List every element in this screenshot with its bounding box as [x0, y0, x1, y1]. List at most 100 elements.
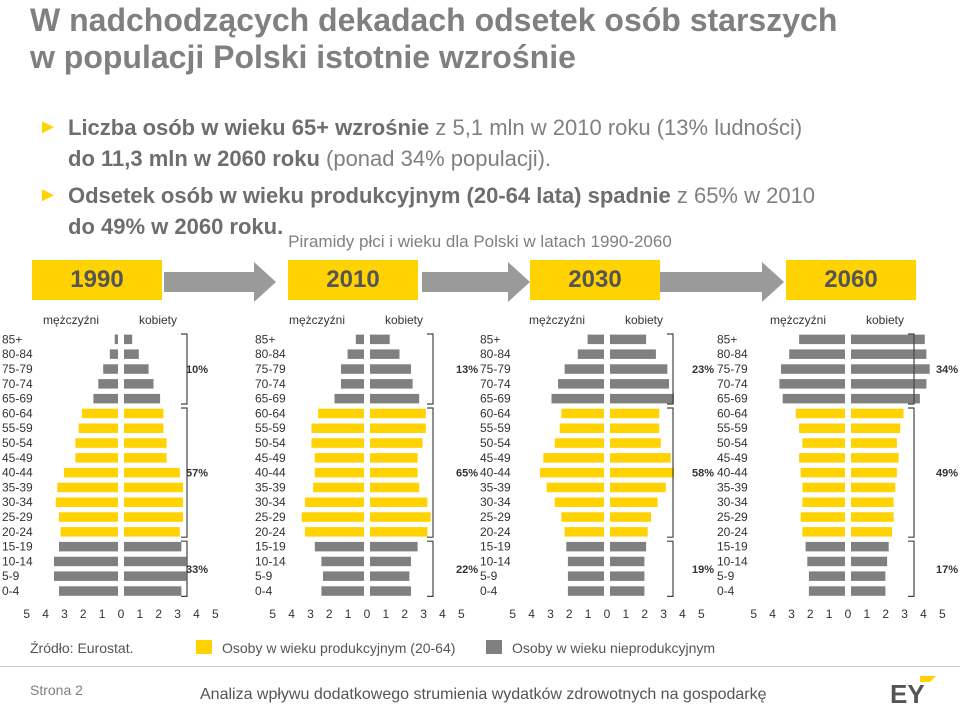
age-group-label: 5-9: [2, 569, 20, 583]
age-group-label: 60-64: [717, 406, 748, 420]
gender-label-male: mężczyźni: [289, 313, 345, 327]
age-bracket: [181, 333, 188, 405]
x-tick-label: 5: [750, 607, 757, 621]
ey-logo-icon: EY: [890, 676, 936, 704]
age-group-label: 0-4: [717, 584, 735, 598]
x-tick-label: 4: [679, 607, 686, 621]
share-label: 49%: [936, 468, 958, 480]
age-group-label: 25-29: [2, 510, 33, 524]
age-bracket: [908, 407, 915, 538]
pyramid-bar-female: [370, 334, 390, 345]
age-bracket: [908, 540, 915, 597]
share-label: 22%: [456, 564, 478, 576]
pyramid-bar-female: [610, 349, 656, 359]
age-group-label: 25-29: [480, 510, 511, 524]
pyramid-bar-female: [610, 527, 648, 537]
pyramid-bar-male: [347, 349, 364, 359]
pyramid-bar-female: [610, 379, 669, 389]
pyramid-bar-male: [81, 408, 118, 419]
pyramid-bar-female: [851, 571, 886, 581]
share-label: 34%: [936, 364, 958, 376]
title-line-2: w populacji Polski istotnie wzrośnie: [30, 39, 576, 75]
x-tick-label: 3: [307, 607, 314, 621]
pyramid-bar-male: [567, 556, 604, 567]
age-group-label: 0-4: [255, 584, 273, 598]
age-group-label: 75-79: [255, 362, 286, 376]
pyramid-bar-male: [781, 364, 845, 374]
pyramid-bar-female: [370, 586, 411, 596]
x-tick-label: 2: [80, 607, 87, 621]
year-2030: 2030: [530, 260, 660, 300]
x-tick-label: 5: [509, 607, 516, 621]
share-label: 13%: [456, 364, 478, 376]
age-group-label: 30-34: [717, 495, 748, 509]
age-group-label: 20-24: [2, 525, 33, 539]
pyramid-bar-male: [564, 527, 604, 537]
x-tick-label: 1: [826, 607, 833, 621]
x-tick-label: 0: [604, 607, 611, 621]
age-group-label: 15-19: [255, 540, 286, 554]
x-tick-label: 4: [288, 607, 295, 621]
gender-label-female: kobiety: [139, 313, 177, 327]
pyramid-bar-male: [554, 438, 604, 448]
timeline-arrow-icon: [422, 262, 530, 302]
year-timeline: 1990 2010 2030 2060: [0, 256, 960, 306]
x-tick-label: 1: [383, 607, 390, 621]
x-tick-label: 2: [326, 607, 333, 621]
age-group-label: 85+: [255, 332, 275, 346]
page-number: Strona 2: [30, 682, 83, 698]
bullet-bold: do 11,3 mln w 2060 roku: [68, 146, 320, 171]
share-label: 58%: [692, 468, 714, 480]
age-group-label: 10-14: [480, 554, 511, 568]
age-group-label: 55-59: [717, 421, 748, 435]
age-bracket: [427, 540, 434, 597]
pyramid-bar-female: [610, 334, 647, 345]
title-line-1: W nadchodzących dekadach odsetek osób st…: [30, 2, 838, 38]
pyramid-bar-female: [370, 379, 413, 389]
share-label: 10%: [186, 364, 208, 376]
pyramid-bar-male: [314, 467, 364, 478]
pyramid-bar-male: [55, 497, 118, 507]
pyramid-bar-female: [124, 334, 133, 345]
x-tick-label: 1: [864, 607, 871, 621]
pyramid-bar-male: [566, 541, 604, 552]
pyramid-bar-female: [124, 512, 183, 522]
pyramid-bar-male: [551, 393, 604, 404]
legend-swatch-productive: [196, 640, 212, 654]
age-group-label: 40-44: [255, 466, 286, 480]
pyramid-bar-male: [799, 453, 845, 463]
timeline-arrow-icon: [660, 262, 784, 302]
legend-swatch-nonproductive: [486, 640, 502, 654]
age-group-label: 25-29: [255, 510, 286, 524]
pyramid-bar-male: [587, 334, 604, 345]
pyramid-bar-male: [93, 393, 118, 404]
age-group-label: 10-14: [2, 554, 33, 568]
age-group-label: 80-84: [2, 347, 33, 361]
age-group-label: 10-14: [717, 554, 748, 568]
pyramid-bar-male: [800, 512, 845, 522]
age-group-label: 80-84: [717, 347, 748, 361]
x-tick-label: 4: [439, 607, 446, 621]
bullet-list: ► Liczba osób w wieku 65+ wzrośnie z 5,1…: [38, 112, 938, 248]
age-bracket: [667, 407, 674, 538]
bullet-item: ► Liczba osób w wieku 65+ wzrośnie z 5,1…: [38, 112, 938, 174]
pyramid-bar-female: [370, 438, 423, 448]
pyramid-bar-male: [59, 512, 118, 522]
pyramid-bar-male: [321, 556, 364, 567]
age-group-label: 50-54: [2, 436, 33, 450]
bullet-arrow-icon: ►: [38, 184, 58, 206]
age-bracket: [667, 333, 674, 405]
pyramid-bar-male: [567, 571, 604, 581]
age-group-label: 20-24: [480, 525, 511, 539]
pyramid-bar-female: [610, 512, 651, 522]
pyramid-bar-male: [54, 571, 118, 581]
pyramid-bar-female: [124, 586, 182, 596]
pyramid-bar-male: [75, 453, 118, 463]
pyramid-bar-male: [577, 349, 604, 359]
age-group-label: 65-69: [717, 392, 748, 406]
x-tick-label: 2: [566, 607, 573, 621]
pyramid-bar-male: [57, 482, 118, 493]
pyramid-bar-male: [561, 408, 604, 419]
footer-divider: [0, 666, 960, 667]
pyramid-bar-female: [370, 393, 420, 404]
